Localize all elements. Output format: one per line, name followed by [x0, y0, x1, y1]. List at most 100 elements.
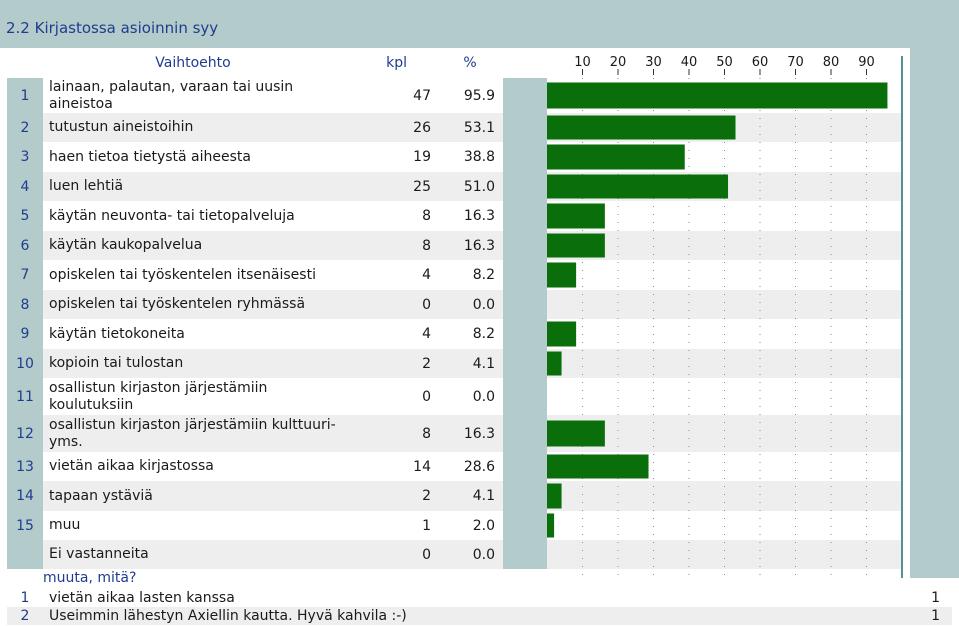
row-number: 15	[7, 511, 43, 540]
row-label: tutustun aineistoihin	[43, 113, 343, 142]
row-number: 8	[7, 290, 43, 319]
header-option: Vaihtoehto	[155, 55, 231, 71]
bar	[547, 115, 736, 140]
chart-row-band	[547, 540, 902, 569]
footer-item-text: Useimmin lähestyn Axiellin kautta. Hyvä …	[49, 608, 407, 624]
row-count: 8	[343, 201, 437, 231]
row-percent: 4.1	[437, 349, 503, 378]
x-tick-label: 80	[823, 55, 840, 70]
row-percent: 51.0	[437, 172, 503, 201]
row-count: 4	[343, 319, 437, 349]
row-percent: 53.1	[437, 113, 503, 142]
row-spacer	[503, 349, 547, 378]
row-spacer	[503, 540, 547, 569]
x-tick-label: 50	[716, 55, 733, 70]
chart-row-band	[547, 378, 902, 415]
row-spacer	[503, 231, 547, 260]
row-label: lainaan, palautan, varaan tai uusin aine…	[43, 78, 343, 113]
row-spacer	[503, 172, 547, 201]
row-spacer	[503, 452, 547, 481]
row-spacer	[503, 511, 547, 540]
row-spacer	[503, 319, 547, 349]
bar	[547, 144, 685, 170]
row-spacer	[503, 260, 547, 290]
footer-item: 1 vietän aikaa lasten kanssa 1	[7, 589, 952, 607]
row-count: 26	[343, 113, 437, 142]
row-number: 11	[7, 378, 43, 415]
row-percent: 2.0	[437, 511, 503, 540]
footer-item-text: vietän aikaa lasten kanssa	[49, 590, 235, 606]
chart-row-band	[547, 349, 902, 378]
row-number: 5	[7, 201, 43, 231]
row-percent: 8.2	[437, 319, 503, 349]
row-number: 12	[7, 415, 43, 452]
row-label: opiskelen tai työskentelen ryhmässä	[43, 290, 343, 319]
chart-row-band	[547, 231, 902, 260]
row-label: kopioin tai tulostan	[43, 349, 343, 378]
row-percent: 16.3	[437, 231, 503, 260]
header-count: kpl	[386, 55, 407, 71]
right-margin-strip	[910, 48, 959, 578]
row-count: 4	[343, 260, 437, 290]
chart-row-band	[547, 415, 902, 452]
row-count: 47	[343, 78, 437, 113]
bar	[547, 351, 562, 376]
bar	[547, 82, 888, 109]
row-number: 14	[7, 481, 43, 511]
row-count: 2	[343, 349, 437, 378]
row-count: 8	[343, 415, 437, 452]
header-percent: %	[463, 55, 477, 71]
row-number: 3	[7, 142, 43, 172]
row-percent: 0.0	[437, 540, 503, 569]
row-count: 8	[343, 231, 437, 260]
row-count: 0	[343, 290, 437, 319]
row-number: 9	[7, 319, 43, 349]
row-number: 6	[7, 231, 43, 260]
row-count: 25	[343, 172, 437, 201]
row-label: tapaan ystäviä	[43, 481, 343, 511]
row-percent: 0.0	[437, 378, 503, 415]
row-number	[7, 540, 43, 569]
chart-row-band	[547, 481, 902, 511]
row-percent: 16.3	[437, 415, 503, 452]
row-spacer	[503, 113, 547, 142]
row-percent: 95.9	[437, 78, 503, 113]
row-spacer	[503, 290, 547, 319]
x-tick-label: 40	[681, 55, 698, 70]
row-percent: 0.0	[437, 290, 503, 319]
row-label: haen tietoa tietystä aiheesta	[43, 142, 343, 172]
row-count: 1	[343, 511, 437, 540]
bar	[547, 420, 605, 447]
row-spacer	[503, 78, 547, 113]
bar	[547, 321, 577, 347]
row-label: Ei vastanneita	[43, 540, 343, 569]
x-tick-label: 20	[610, 55, 627, 70]
row-spacer	[503, 378, 547, 415]
row-percent: 4.1	[437, 481, 503, 511]
row-count: 19	[343, 142, 437, 172]
footer-heading: muuta, mitä?	[43, 570, 137, 586]
row-label: muu	[43, 511, 343, 540]
report-title: 2.2 Kirjastossa asioinnin syy	[0, 0, 959, 48]
row-label: käytän neuvonta- tai tietopalveluja	[43, 201, 343, 231]
bar	[547, 233, 605, 258]
footer-item-number: 2	[20, 608, 30, 624]
footer-item: 2 Useimmin lähestyn Axiellin kautta. Hyvä…	[7, 607, 952, 625]
row-label: käytän kaukopalvelua	[43, 231, 343, 260]
x-tick-label: 30	[645, 55, 662, 70]
x-tick-label: 60	[752, 55, 769, 70]
row-spacer	[503, 201, 547, 231]
bar	[547, 483, 562, 509]
row-percent: 38.8	[437, 142, 503, 172]
chart-row-band	[547, 511, 902, 540]
footer-item-count: 1	[931, 590, 940, 606]
x-tick-label: 10	[574, 55, 591, 70]
row-count: 0	[343, 378, 437, 415]
row-spacer	[503, 142, 547, 172]
x-tick-label: 70	[787, 55, 804, 70]
row-number: 2	[7, 113, 43, 142]
bar	[547, 262, 577, 288]
row-label: käytän tietokoneita	[43, 319, 343, 349]
x-tick-label: 90	[858, 55, 875, 70]
row-label: osallistun kirjaston järjestämiin kulttu…	[43, 415, 343, 452]
